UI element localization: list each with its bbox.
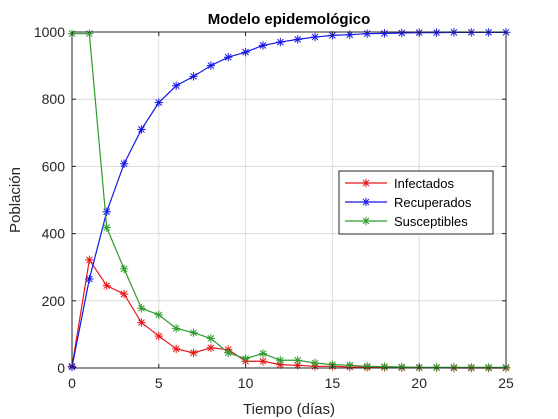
- x-tick-label: 25: [498, 375, 514, 391]
- data-point-susceptibles: [362, 362, 372, 371]
- data-point-susceptibles: [276, 356, 285, 365]
- data-point-infectados: [154, 331, 163, 341]
- series-susceptibles: [67, 29, 511, 372]
- data-point-susceptibles: [119, 264, 129, 274]
- data-point-infectados: [137, 318, 146, 327]
- data-point-susceptibles: [467, 363, 476, 372]
- data-point-recuperados: [241, 47, 250, 57]
- x-tick-label: 10: [238, 375, 254, 391]
- y-tick-label: 400: [42, 226, 66, 242]
- legend: Infectados Recuperados Susceptibles: [338, 170, 494, 235]
- series-lines: [67, 28, 511, 373]
- data-point-susceptibles: [224, 348, 233, 358]
- x-tick-label: 20: [411, 375, 427, 391]
- legend-item-infectados: Infectados: [345, 176, 454, 191]
- data-point-susceptibles: [154, 310, 163, 320]
- data-point-infectados: [171, 344, 181, 354]
- legend-item-susceptibles: Susceptibles: [345, 214, 468, 229]
- data-point-susceptibles: [258, 349, 268, 358]
- x-axis-label: Tiempo (días): [243, 401, 335, 418]
- data-point-recuperados: [171, 81, 181, 90]
- data-point-recuperados: [276, 37, 285, 47]
- data-point-susceptibles: [345, 361, 354, 370]
- data-point-susceptibles: [293, 356, 302, 365]
- y-tick-label: 800: [42, 91, 66, 107]
- legend-label: Susceptibles: [394, 214, 468, 229]
- data-point-susceptibles: [102, 223, 111, 232]
- data-point-recuperados: [154, 98, 163, 107]
- data-point-susceptibles: [85, 29, 94, 38]
- legend-marker: [361, 216, 371, 226]
- gridlines: [71, 31, 507, 369]
- data-point-susceptibles: [189, 328, 198, 337]
- data-point-infectados: [102, 281, 111, 290]
- data-point-recuperados: [362, 29, 372, 38]
- x-tick-label: 0: [68, 375, 76, 391]
- chart-title: Modelo epidemológico: [208, 11, 371, 28]
- data-point-recuperados: [102, 207, 111, 216]
- data-point-susceptibles: [397, 362, 407, 372]
- data-point-recuperados: [119, 159, 129, 168]
- legend-item-recuperados: Recuperados: [345, 195, 472, 210]
- y-tick-label: 600: [42, 158, 66, 174]
- data-point-recuperados: [310, 32, 320, 42]
- plot-frame: [71, 31, 507, 369]
- axis-ticks: 0 5 10 15 20 25 0 200 400 600 800 1000: [34, 24, 514, 391]
- data-point-susceptibles: [484, 363, 493, 372]
- y-tick-label: 1000: [34, 24, 65, 40]
- data-point-recuperados: [206, 61, 216, 70]
- data-point-infectados: [85, 255, 94, 265]
- x-tick-label: 5: [155, 375, 163, 391]
- legend-label: Infectados: [394, 176, 454, 191]
- data-point-recuperados: [380, 29, 389, 38]
- data-point-susceptibles: [206, 334, 216, 343]
- data-point-recuperados: [258, 41, 268, 50]
- x-tick-label: 15: [325, 375, 341, 391]
- data-point-infectados: [189, 348, 198, 358]
- y-tick-label: 200: [42, 293, 66, 309]
- y-tick-label: 0: [57, 360, 65, 376]
- data-point-infectados: [206, 343, 216, 353]
- data-point-susceptibles: [310, 358, 320, 368]
- data-point-recuperados: [137, 125, 146, 134]
- data-point-recuperados: [85, 274, 94, 284]
- data-point-susceptibles: [432, 363, 441, 372]
- data-point-recuperados: [397, 28, 407, 38]
- data-point-recuperados: [224, 53, 233, 62]
- data-point-infectados: [119, 289, 129, 299]
- data-point-recuperados: [293, 35, 302, 44]
- legend-marker: [361, 197, 371, 207]
- data-point-susceptibles: [241, 354, 250, 363]
- data-point-susceptibles: [380, 362, 389, 371]
- data-point-recuperados: [432, 28, 441, 37]
- data-point-recuperados: [189, 72, 198, 81]
- data-point-infectados: [258, 357, 268, 366]
- legend-marker: [361, 178, 371, 188]
- data-point-susceptibles: [449, 363, 459, 372]
- legend-label: Recuperados: [394, 195, 472, 210]
- y-axis-label: Población: [7, 167, 24, 233]
- data-point-susceptibles: [137, 303, 146, 313]
- data-point-susceptibles: [171, 324, 181, 333]
